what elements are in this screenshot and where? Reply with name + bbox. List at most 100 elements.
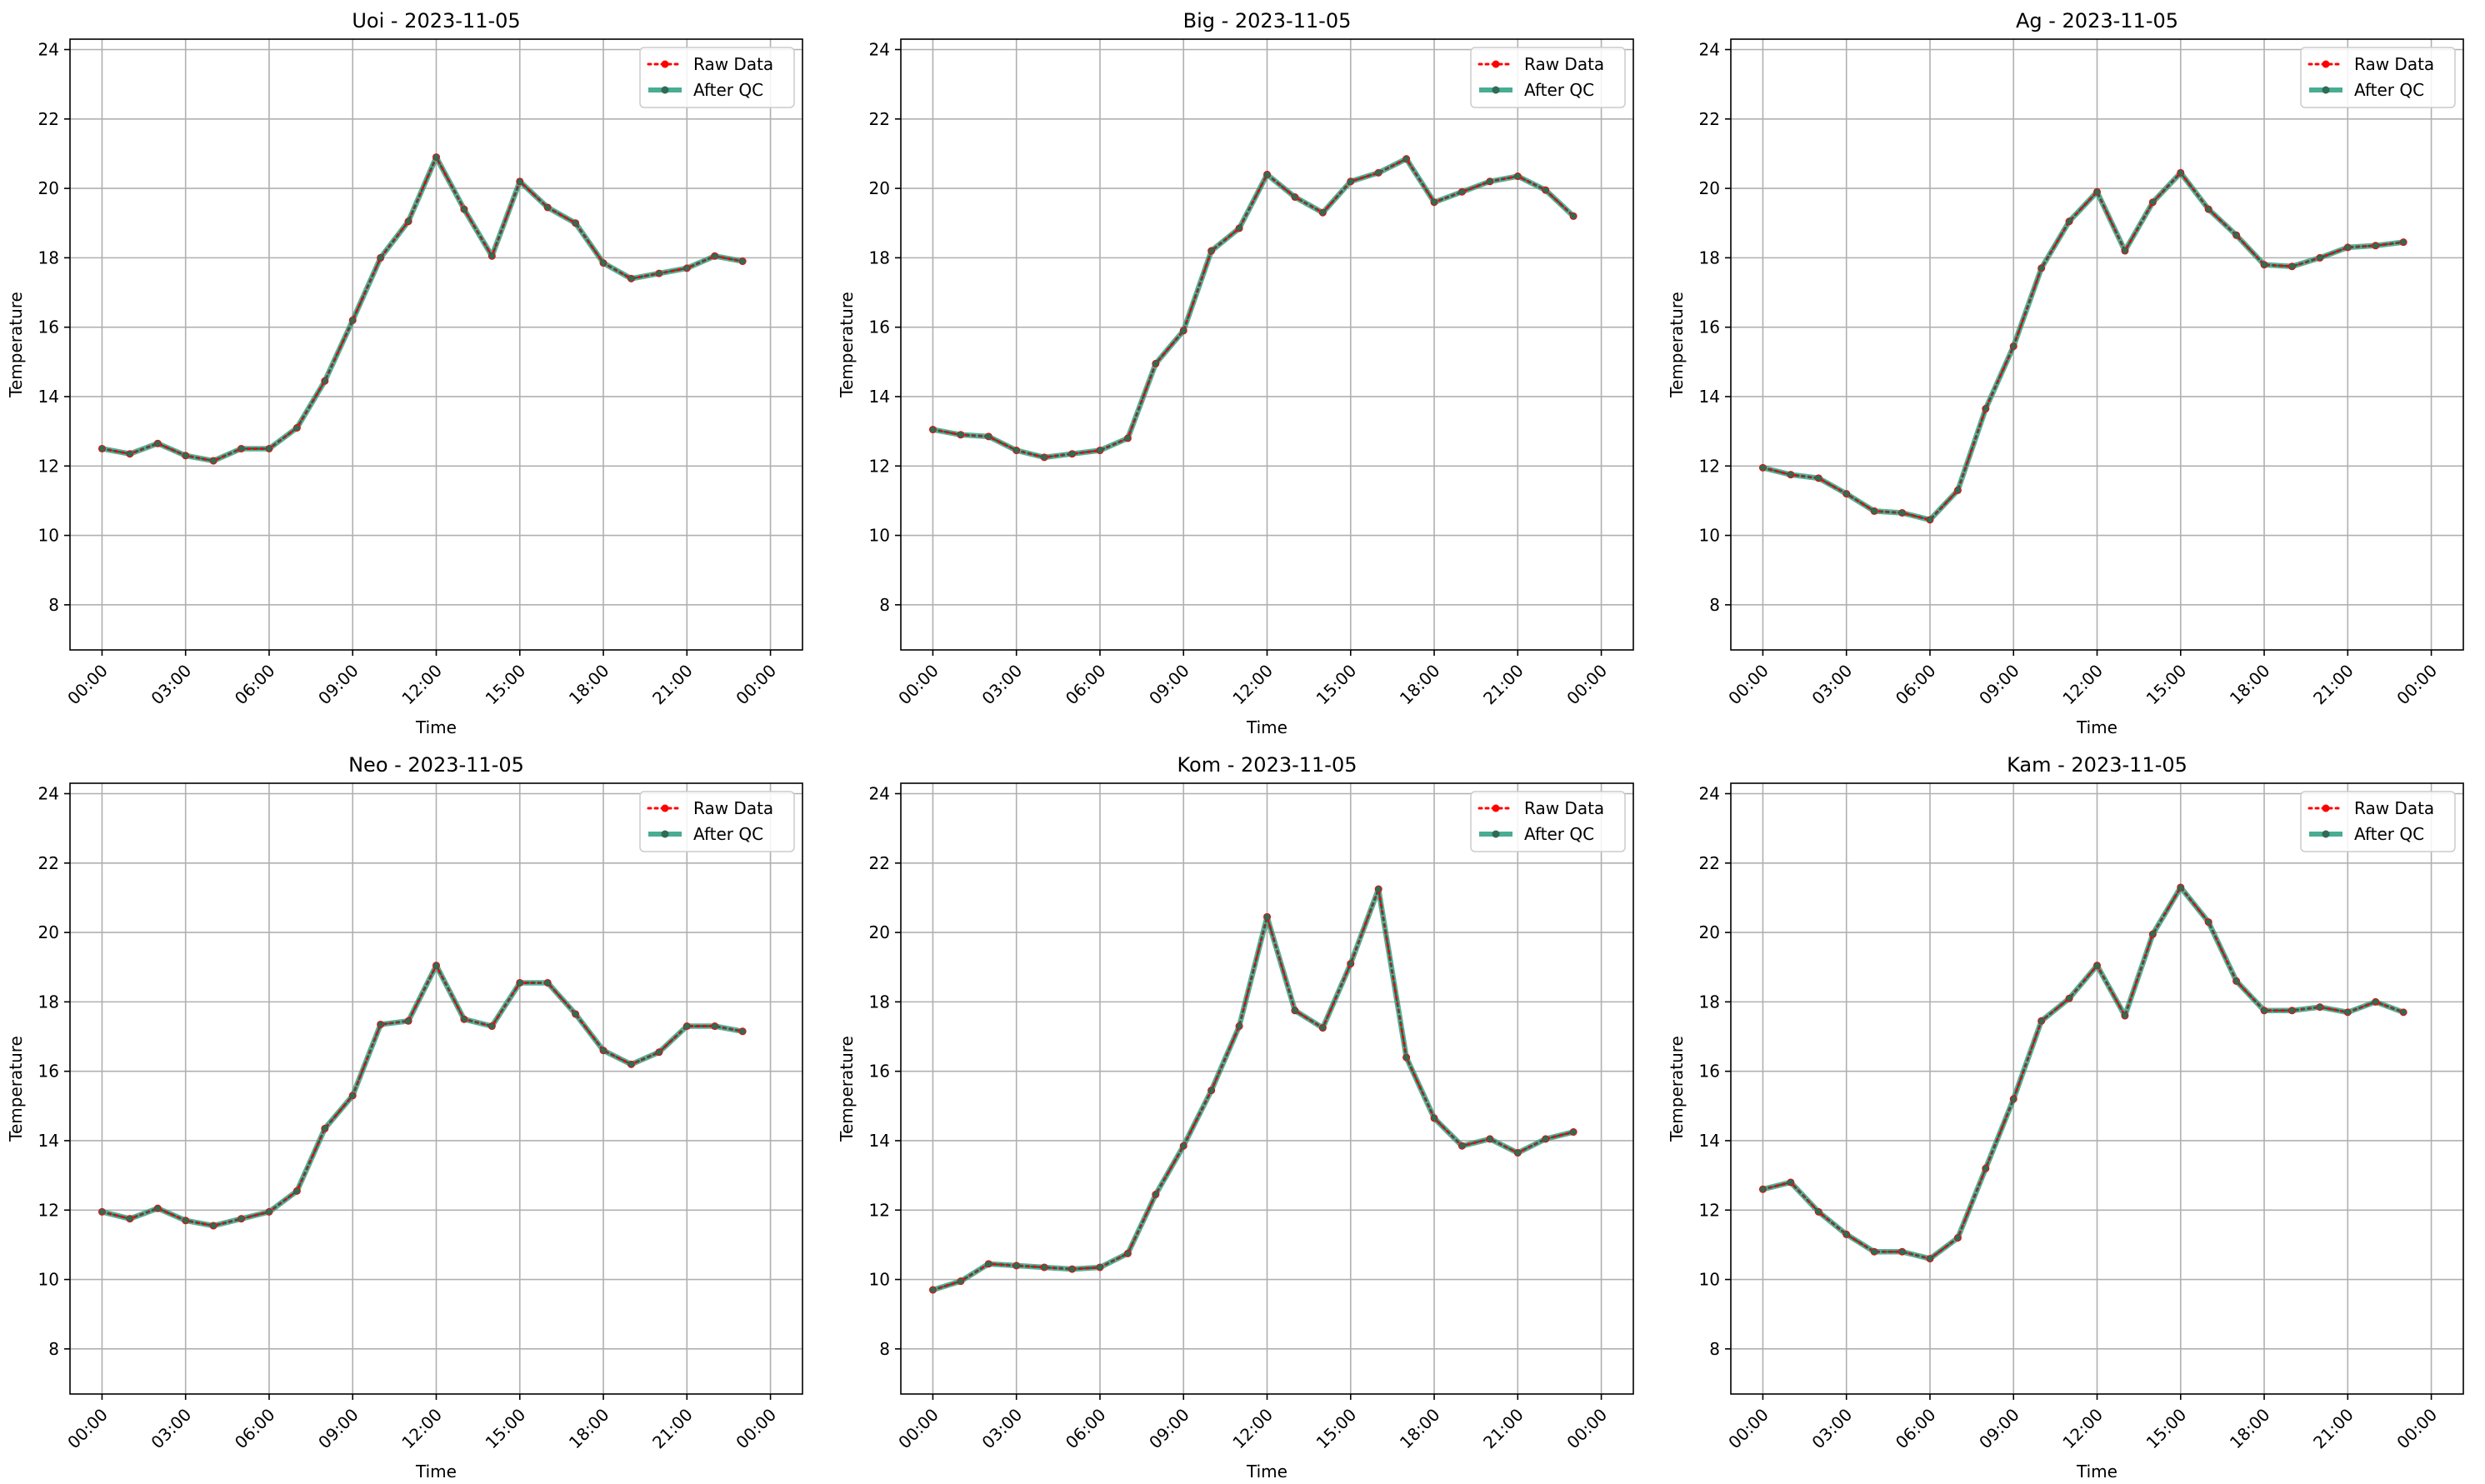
raw-data-point — [2010, 342, 2017, 350]
legend-item-after-qc: After QC — [1479, 824, 1594, 844]
raw-data-overlay-line — [1762, 885, 2405, 1260]
y-tick-label: 22 — [1699, 109, 1720, 129]
raw-data-point — [517, 178, 523, 185]
subplot-2: 8 10 12 14 16 18 20 22 24 00:00 03:00 06:00 09:00 12:… — [837, 9, 1634, 737]
raw-data-point — [1487, 1136, 1493, 1142]
series-group — [1758, 883, 2408, 1263]
legend: Raw Data After QC — [639, 47, 795, 108]
raw-data-point — [2010, 1096, 2017, 1102]
x-tick-label: 00:00 — [732, 1405, 780, 1453]
raw-data-point — [2178, 884, 2184, 891]
y-tick-label: 20 — [1699, 922, 1720, 942]
series-line — [101, 154, 743, 464]
raw-data-point — [2317, 1004, 2323, 1011]
raw-data-point — [1927, 1255, 1933, 1262]
legend-swatch-marker — [661, 804, 669, 812]
x-tick-label: 00:00 — [1562, 1405, 1611, 1453]
raw-data-point — [1898, 509, 1906, 517]
series-group — [98, 962, 747, 1230]
raw-data-point — [1180, 327, 1187, 334]
x-axis-label: Time — [415, 1462, 457, 1482]
y-tick-label: 14 — [1699, 387, 1720, 407]
raw-data-point — [2261, 262, 2268, 268]
series-line — [101, 962, 743, 1229]
y-axis-label: Temperature — [837, 1036, 857, 1142]
raw-data-point — [1458, 1142, 1466, 1149]
raw-data-point — [656, 1049, 662, 1056]
legend-label: Raw Data — [2354, 54, 2434, 74]
raw-data-point — [1068, 1266, 1076, 1272]
x-tick-label: 06:00 — [1062, 1405, 1110, 1453]
raw-data-point — [683, 265, 690, 272]
raw-data-point — [739, 1028, 746, 1035]
raw-data-point — [1403, 1054, 1410, 1061]
raw-data-point — [1013, 1262, 1020, 1269]
y-axis-label: Temperature — [6, 1036, 26, 1142]
raw-data-point — [2038, 265, 2045, 272]
legend-label: After QC — [2354, 824, 2424, 844]
x-tick-label: 06:00 — [1062, 661, 1110, 709]
y-tick-label: 10 — [869, 1270, 890, 1290]
legend-label: Raw Data — [1524, 798, 1604, 818]
raw-data-point — [1236, 225, 1242, 232]
raw-data-point — [378, 254, 384, 261]
raw-data-point — [1348, 960, 1354, 967]
legend-item-raw-data: Raw Data — [2308, 54, 2434, 74]
raw-data-point — [432, 962, 440, 969]
legend-item-raw-data: Raw Data — [647, 798, 773, 818]
raw-data-point — [238, 1216, 245, 1222]
raw-data-point — [1871, 1248, 1878, 1255]
raw-data-point — [1542, 1136, 1549, 1142]
raw-data-point — [182, 1217, 189, 1224]
raw-data-point — [1788, 472, 1794, 478]
x-tick-label: 03:00 — [978, 1405, 1027, 1453]
x-tick-label: 00:00 — [2392, 661, 2441, 709]
raw-data-point — [238, 445, 245, 452]
raw-data-point — [1208, 1087, 1215, 1094]
subplot-3: 8 10 12 14 16 18 20 22 24 00:00 03:00 06:00 09:00 12:… — [1667, 9, 2464, 737]
raw-data-point — [628, 1061, 635, 1067]
x-tick-label: 18:00 — [565, 661, 613, 709]
legend: Raw Data After QC — [2300, 47, 2456, 108]
subplot-1: 8 10 12 14 16 18 20 22 24 00:00 03:00 06:00 09:00 12:… — [6, 9, 803, 737]
raw-data-point — [1927, 517, 1933, 523]
raw-data-point — [1788, 1179, 1794, 1186]
y-tick-label: 18 — [1699, 247, 1720, 267]
legend-swatch-marker — [661, 60, 669, 68]
raw-data-point — [210, 1222, 217, 1229]
raw-data-point — [2372, 998, 2379, 1005]
x-tick-label: 15:00 — [482, 1405, 530, 1453]
raw-data-point — [1514, 1149, 1521, 1157]
raw-data-point — [1097, 447, 1103, 454]
raw-data-point — [127, 451, 133, 457]
raw-data-point — [322, 377, 328, 384]
raw-data-point — [2344, 1009, 2351, 1016]
x-tick-label: 15:00 — [2142, 661, 2191, 709]
subplot-5: 8 10 12 14 16 18 20 22 24 00:00 03:00 06:00 09:00 12:… — [837, 753, 1634, 1482]
raw-data-point — [98, 1208, 106, 1215]
raw-data-point — [2288, 263, 2296, 270]
y-tick-label: 22 — [38, 109, 59, 129]
y-tick-label: 8 — [879, 595, 890, 615]
raw-data-point — [1954, 487, 1961, 494]
raw-data-point — [1152, 1191, 1159, 1198]
raw-data-point — [544, 979, 551, 987]
y-tick-label: 22 — [1699, 853, 1720, 873]
raw-data-point — [1319, 209, 1326, 216]
raw-data-point — [712, 252, 718, 259]
y-tick-label: 10 — [38, 526, 59, 546]
subplot-4: 8 10 12 14 16 18 20 22 24 00:00 03:00 06:00 09:00 12:… — [6, 753, 803, 1482]
raw-data-point — [2261, 1007, 2268, 1014]
raw-data-point — [2093, 962, 2101, 969]
y-tick-label: 16 — [1699, 317, 1720, 337]
raw-data-overlay-line — [101, 963, 744, 1227]
y-tick-label: 18 — [869, 247, 890, 267]
series-after-qc — [1759, 883, 2408, 1262]
y-tick-label: 14 — [38, 1131, 59, 1151]
y-tick-label: 20 — [869, 178, 890, 198]
raw-data-point — [2149, 199, 2156, 206]
y-tick-label: 8 — [48, 595, 59, 615]
raw-data-point — [2400, 1009, 2407, 1016]
y-tick-label: 14 — [1699, 1131, 1720, 1151]
